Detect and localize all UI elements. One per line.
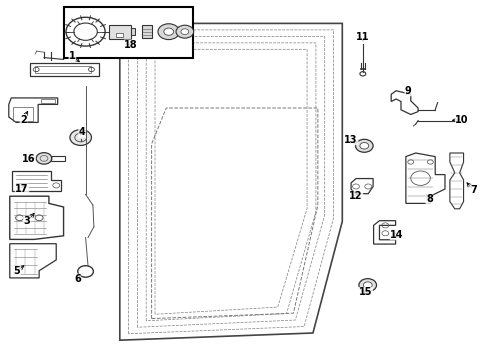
Bar (130, 28, 135, 35)
Bar (108, 25, 130, 39)
Text: 15: 15 (358, 287, 372, 297)
Circle shape (176, 25, 193, 38)
Circle shape (36, 153, 52, 164)
Text: 1: 1 (69, 51, 76, 61)
Text: 13: 13 (344, 135, 357, 145)
Text: 18: 18 (124, 40, 138, 50)
Bar (63, 7, 193, 58)
Bar (41, 99, 55, 103)
Bar (35, 66, 91, 73)
Bar (51, 156, 65, 161)
Text: 9: 9 (404, 86, 411, 96)
Circle shape (163, 28, 173, 35)
Text: 2: 2 (20, 114, 27, 125)
Circle shape (363, 282, 371, 288)
Text: 3: 3 (23, 216, 30, 226)
Bar (13, 107, 33, 121)
Circle shape (359, 143, 368, 149)
Bar (30, 63, 99, 76)
Text: 6: 6 (74, 274, 81, 284)
Text: 12: 12 (348, 191, 362, 201)
Text: 5: 5 (14, 266, 20, 276)
Text: 10: 10 (454, 114, 468, 125)
Text: 11: 11 (355, 32, 369, 42)
Circle shape (70, 130, 91, 145)
Text: 17: 17 (15, 184, 29, 194)
Bar (142, 25, 151, 38)
Text: 16: 16 (21, 154, 35, 164)
Text: 4: 4 (79, 127, 85, 138)
Text: 7: 7 (469, 185, 476, 195)
Circle shape (181, 29, 188, 35)
Circle shape (158, 24, 179, 40)
Circle shape (355, 139, 372, 152)
Text: 8: 8 (425, 194, 432, 204)
Text: 14: 14 (389, 230, 403, 240)
Bar (116, 33, 123, 37)
Circle shape (358, 279, 376, 292)
